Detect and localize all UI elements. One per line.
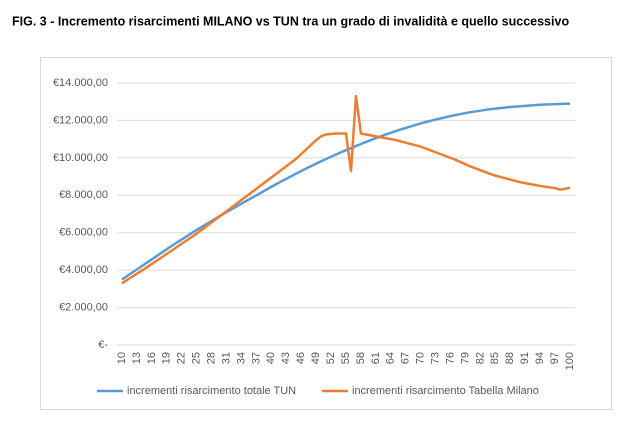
x-tick-label: 22: [176, 352, 188, 364]
x-tick-label: 52: [325, 352, 337, 364]
chart-frame: [40, 57, 612, 410]
x-tick-label: 73: [430, 352, 442, 364]
x-tick-label: 25: [191, 352, 203, 364]
x-tick-label: 94: [534, 352, 546, 364]
x-tick-label: 76: [444, 352, 456, 364]
y-tick-label: €4.000,00: [59, 264, 108, 276]
x-tick-label: 13: [131, 352, 143, 364]
series-line: [121, 102, 571, 281]
x-tick-label: 91: [519, 352, 531, 364]
legend-label: incrementi risarcimento Tabella Milano: [352, 385, 539, 397]
x-tick-label: 70: [415, 352, 427, 364]
x-tick-label: 34: [235, 352, 247, 364]
x-tick-label: 67: [400, 352, 412, 364]
x-tick-label: 64: [385, 352, 397, 364]
x-tick-label: 49: [310, 352, 322, 364]
x-tick-label: 16: [146, 352, 158, 364]
x-tick-label: 100: [564, 352, 576, 370]
x-tick-label: 61: [370, 352, 382, 364]
y-tick-label: €10.000,00: [53, 152, 108, 164]
x-tick-label: 79: [459, 352, 471, 364]
x-tick-label: 85: [489, 352, 501, 364]
x-tick-label: 88: [504, 352, 516, 364]
x-tick-label: 55: [340, 352, 352, 364]
chart-title: FIG. 3 - Incremento risarcimenti MILANO …: [12, 14, 569, 28]
x-tick-label: 37: [250, 352, 262, 364]
x-tick-label: 40: [265, 352, 277, 364]
series-line: [121, 94, 571, 285]
y-tick-label: €12.000,00: [53, 114, 108, 126]
x-tick-label: 43: [280, 352, 292, 364]
y-tick-label: €-: [98, 339, 108, 351]
x-tick-label: 46: [295, 352, 307, 364]
legend-label: incrementi risarcimento totale TUN: [127, 385, 296, 397]
x-tick-label: 97: [549, 352, 561, 364]
y-tick-label: €2.000,00: [59, 301, 108, 313]
x-tick-label: 58: [355, 352, 367, 364]
y-tick-label: €6.000,00: [59, 227, 108, 239]
y-tick-label: €8.000,00: [59, 189, 108, 201]
x-tick-label: 10: [116, 352, 128, 364]
y-tick-label: €14.000,00: [53, 77, 108, 89]
x-tick-label: 28: [206, 352, 218, 364]
x-tick-label: 31: [220, 352, 232, 364]
x-tick-label: 19: [161, 352, 173, 364]
x-tick-label: 82: [474, 352, 486, 364]
